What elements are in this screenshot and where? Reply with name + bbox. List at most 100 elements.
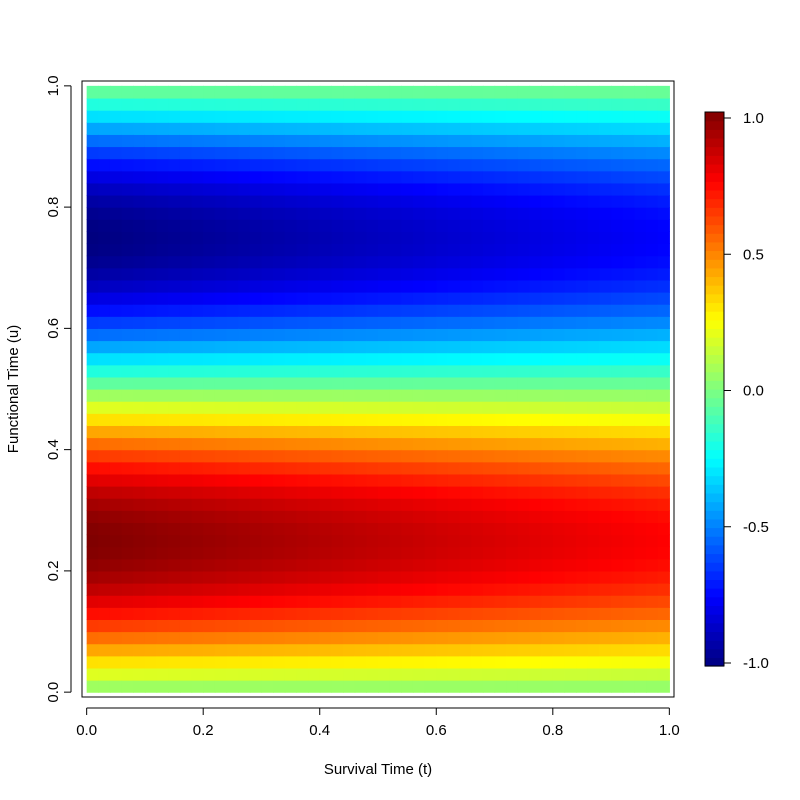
heatmap-cell [261,449,274,463]
heatmap-cell [541,182,554,196]
heatmap-cell [319,522,332,536]
colorbar-segment [705,423,724,433]
heatmap-cell [389,255,402,269]
heatmap-cell [622,182,635,196]
heatmap-cell [599,122,612,135]
y-axis-label: Functional Time (u) [5,325,22,453]
heatmap-cell [261,389,274,402]
heatmap-cell [529,267,542,281]
heatmap-cell [599,158,612,172]
heatmap-cell [249,376,263,390]
heatmap-cell [424,437,437,451]
heatmap-cell [389,437,402,451]
heatmap-cell [226,583,239,596]
heatmap-cell [226,194,239,208]
heatmap-cell [331,352,344,366]
heatmap-cell [354,461,367,475]
heatmap-cell [121,437,134,451]
heatmap-cell [436,510,449,523]
heatmap-cell [378,352,391,366]
heatmap-cell [576,461,589,475]
heatmap-cell [226,413,239,426]
heatmap-cell [541,643,554,657]
heatmap-cell [412,619,426,633]
heatmap-cell [482,595,496,608]
heatmap-cell [482,522,496,536]
heatmap-cell [506,134,519,148]
heatmap-cell [564,340,577,354]
heatmap-cell [529,607,542,620]
heatmap-cell [366,570,379,584]
heatmap-cell [98,352,111,366]
heatmap-cell [98,595,111,608]
heatmap-cell [401,182,414,196]
heatmap-cell [144,522,158,536]
heatmap-cell [459,219,472,232]
heatmap-cell [459,182,472,196]
heatmap-cell [529,340,542,354]
heatmap-cell [296,134,309,148]
heatmap-cell [646,607,659,620]
heatmap-cell [109,583,123,596]
colorbar-segment [705,163,724,174]
heatmap-cell [471,291,484,305]
heatmap-cell [284,534,298,548]
heatmap-cell [599,498,612,511]
heatmap-cell [86,316,99,329]
heatmap-cell [646,316,659,329]
heatmap-cell [144,85,158,99]
heatmap-cell [156,364,169,378]
heatmap-cell [203,558,216,572]
heatmap-cell [646,182,659,196]
heatmap-cell [622,534,635,548]
heatmap-cell [517,655,531,669]
heatmap-cell [133,389,146,402]
heatmap-cell [447,631,461,645]
heatmap-cell [494,655,507,669]
heatmap-cell [471,619,484,633]
heatmap-cell [599,194,612,208]
heatmap-cell [319,304,332,317]
heatmap-cell [622,207,635,220]
heatmap-cell [482,182,496,196]
heatmap-cell [343,316,356,329]
heatmap-cell [599,473,612,487]
heatmap-cell [156,376,169,390]
heatmap-cell [133,207,146,220]
heatmap-cell [611,146,624,160]
heatmap-cell [98,146,111,160]
heatmap-cell [214,558,228,572]
heatmap-cell [634,486,647,499]
heatmap-cell [121,267,134,281]
heatmap-cell [587,134,601,148]
heatmap-cell [541,194,554,208]
heatmap-cell [378,364,391,378]
heatmap-cell [447,364,461,378]
heatmap-cell [366,619,379,633]
heatmap-cell [98,122,111,135]
heatmap-cell [354,522,367,536]
heatmap-cell [226,279,239,293]
heatmap-cell [249,667,263,681]
heatmap-cell [308,304,321,317]
heatmap-cell [366,510,379,523]
heatmap-cell [412,449,426,463]
heatmap-cell [343,146,356,160]
heatmap-cell [226,158,239,172]
heatmap-cell [412,510,426,523]
heatmap-cell [646,134,659,148]
heatmap-cell [552,134,566,148]
heatmap-cell [144,255,158,269]
heatmap-cell [494,364,507,378]
heatmap-cell [354,413,367,426]
heatmap-cell [156,291,169,305]
heatmap-cell [552,486,566,499]
heatmap-cell [261,85,274,99]
heatmap-cell [541,219,554,232]
heatmap-cell [284,291,298,305]
heatmap-cell [424,401,437,414]
heatmap-cell [249,304,263,317]
heatmap-cell [284,316,298,329]
heatmap-cell [552,243,566,257]
